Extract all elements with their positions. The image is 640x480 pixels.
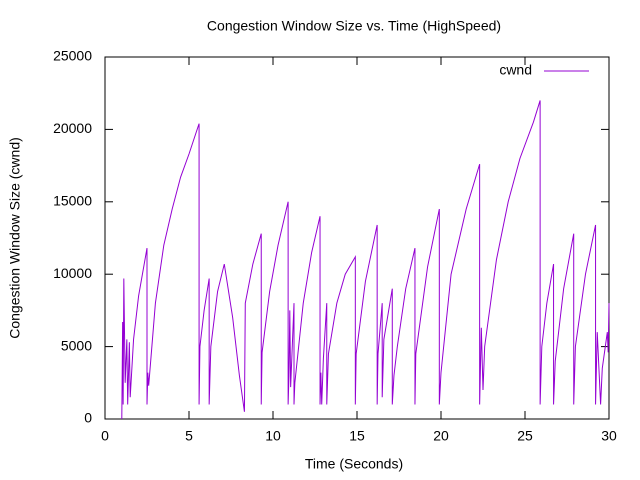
- x-tick-label: 5: [185, 428, 193, 444]
- y-axis-label: Congestion Window Size (cwnd): [7, 137, 23, 339]
- x-axis-label: Time (Seconds): [305, 456, 403, 472]
- x-tick-label: 20: [433, 428, 449, 444]
- y-tick-label: 10000: [53, 265, 92, 281]
- series-line: [121, 100, 610, 420]
- x-tick-label: 0: [101, 428, 109, 444]
- legend-label: cwnd: [499, 62, 532, 78]
- y-tick-label: 0: [84, 410, 92, 426]
- plot-frame: [104, 56, 610, 420]
- y-tick-label: 5000: [61, 337, 92, 353]
- x-tick-label: 10: [265, 428, 281, 444]
- x-tick-label: 15: [349, 428, 365, 444]
- y-tick-label: 25000: [53, 48, 92, 64]
- y-tick-label: 15000: [53, 193, 92, 209]
- chart-title: Congestion Window Size vs. Time (HighSpe…: [207, 18, 501, 34]
- x-tick-label: 25: [517, 428, 533, 444]
- x-tick-label: 30: [601, 428, 617, 444]
- y-tick-label: 20000: [53, 120, 92, 136]
